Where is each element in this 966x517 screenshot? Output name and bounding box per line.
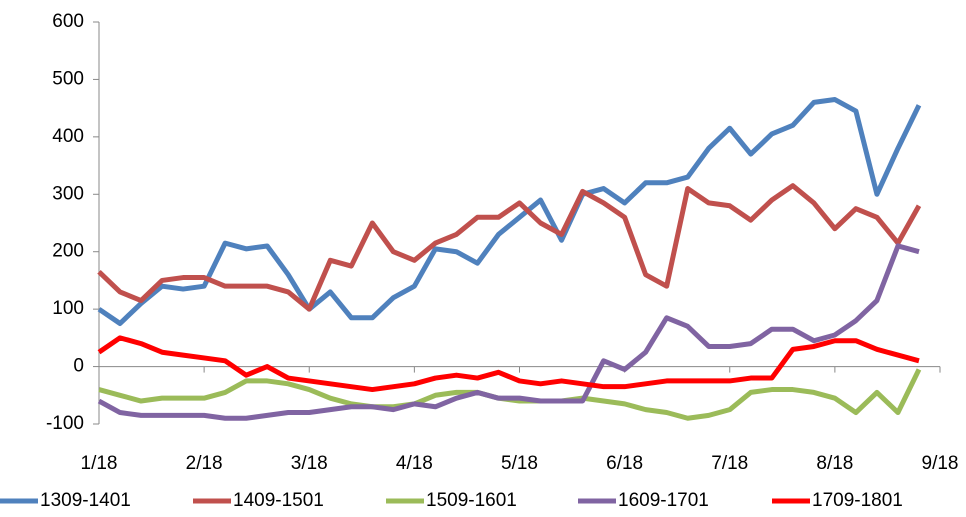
- legend-label: 1409-1501: [233, 490, 324, 511]
- x-tick-label: 9/18: [922, 453, 959, 474]
- y-tick-label: 200: [52, 241, 84, 262]
- y-tick-label: 500: [52, 68, 84, 89]
- y-tick-label: -100: [46, 413, 84, 434]
- y-tick-label: 100: [52, 298, 84, 319]
- series-line: [97, 243, 920, 421]
- x-tick-label: 2/18: [186, 453, 223, 474]
- x-tick-label: 6/18: [606, 453, 643, 474]
- legend-label: 1509-1601: [426, 490, 517, 511]
- y-tick-label: 400: [52, 126, 84, 147]
- x-tick-label: 3/18: [291, 453, 328, 474]
- legend-label: 1309-1401: [40, 490, 131, 511]
- y-tick-label: 0: [73, 356, 84, 377]
- x-tick-label: 7/18: [711, 453, 748, 474]
- x-tick-label: 1/18: [81, 453, 118, 474]
- y-tick-label: 600: [52, 11, 84, 32]
- x-tick-label: 4/18: [396, 453, 433, 474]
- legend-label: 1609-1701: [618, 490, 709, 511]
- series-line: [97, 97, 922, 326]
- y-tick-label: 300: [52, 183, 84, 204]
- x-tick-label: 8/18: [816, 453, 853, 474]
- series-line: [97, 183, 922, 312]
- legend-label: 1709-1801: [812, 490, 903, 511]
- x-tick-label: 5/18: [501, 453, 538, 474]
- series-line: [97, 335, 920, 393]
